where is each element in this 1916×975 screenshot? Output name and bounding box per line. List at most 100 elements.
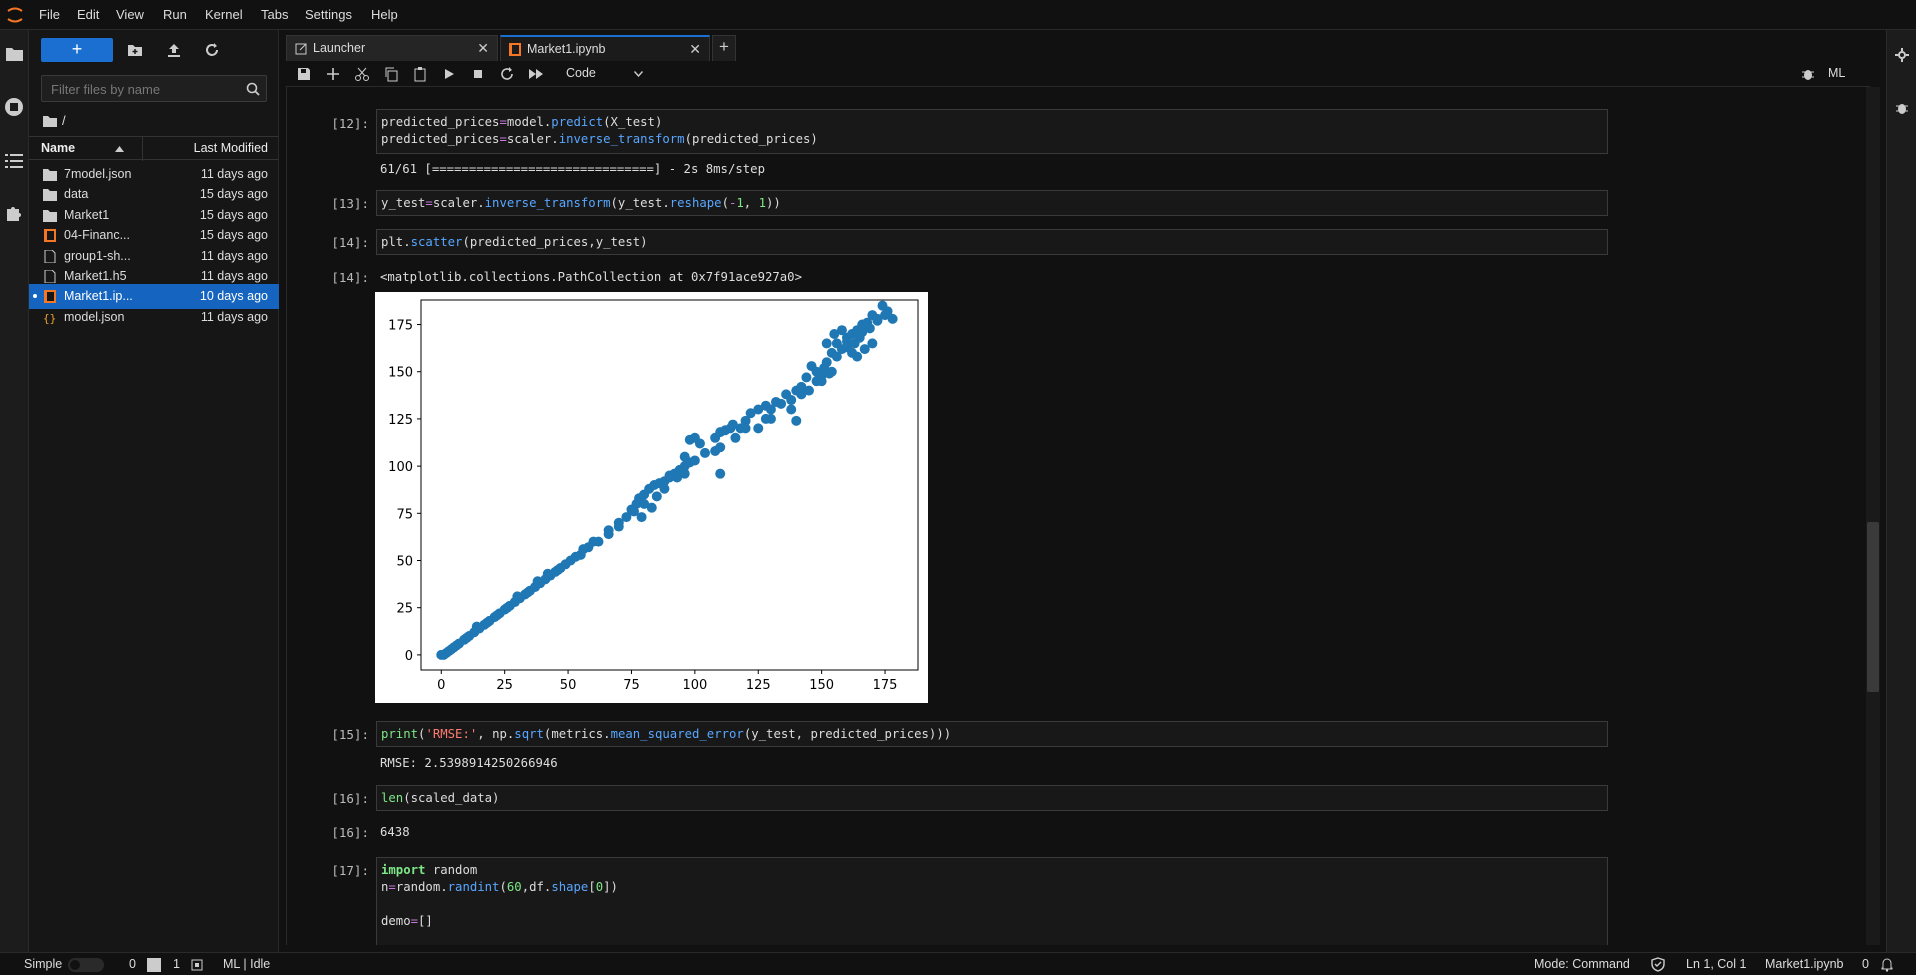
y-tick-label: 0 xyxy=(405,649,413,664)
scatter-point xyxy=(760,413,771,424)
code-cell-12[interactable]: predicted_prices=model.predict(X_test) p… xyxy=(376,109,1608,154)
menu-file[interactable]: File xyxy=(39,7,60,22)
x-tick-label: 50 xyxy=(560,678,577,693)
file-modified: 10 days ago xyxy=(199,289,268,304)
kernel-status[interactable]: ML | Idle xyxy=(223,957,271,971)
menu-view[interactable]: View xyxy=(116,7,144,22)
notebook-panel: [12]: predicted_prices=model.predict(X_t… xyxy=(286,87,1870,945)
save-icon[interactable] xyxy=(296,66,312,82)
x-tick-label: 150 xyxy=(809,678,834,693)
file-icon xyxy=(44,270,56,283)
file-name: Market1.ip... xyxy=(64,289,133,304)
menu-settings[interactable]: Settings xyxy=(305,7,352,22)
x-tick-label: 75 xyxy=(623,678,640,693)
scrollbar-thumb[interactable] xyxy=(1867,522,1879,692)
scatter-point xyxy=(864,323,875,334)
file-filter-search[interactable]: Filter files by name xyxy=(41,75,267,102)
scatter-point xyxy=(636,512,647,523)
insert-cell-icon[interactable] xyxy=(325,66,341,82)
file-row[interactable]: 7model.json 11 days ago xyxy=(29,162,279,187)
menu-tabs[interactable]: Tabs xyxy=(261,7,289,22)
copy-icon[interactable] xyxy=(383,66,399,82)
tab-launcher[interactable]: Launcher ✕ xyxy=(286,35,498,61)
close-icon[interactable]: ✕ xyxy=(689,41,701,57)
file-row[interactable]: group1-sh... 11 days ago xyxy=(29,244,279,269)
file-row[interactable]: 04-Financ... 15 days ago xyxy=(29,223,279,248)
scatter-point xyxy=(730,432,741,443)
cell-type-value: Code xyxy=(566,66,596,80)
restart-run-all-icon[interactable] xyxy=(528,66,544,82)
file-row[interactable]: Market1.ip... 10 days ago xyxy=(29,284,279,310)
x-tick-label: 175 xyxy=(873,678,898,693)
close-icon[interactable]: ✕ xyxy=(477,40,489,56)
debugger-icon[interactable] xyxy=(1894,100,1910,116)
extension-manager-icon[interactable] xyxy=(5,204,23,222)
file-row[interactable]: {} model.json 11 days ago xyxy=(29,305,279,330)
scatter-point xyxy=(659,483,670,494)
scatter-point xyxy=(570,551,581,562)
open-indicator xyxy=(33,294,37,299)
scatter-point xyxy=(745,408,756,419)
y-tick-label: 50 xyxy=(396,555,413,570)
cut-icon[interactable] xyxy=(354,66,370,82)
scatter-point xyxy=(664,470,675,481)
scatter-point xyxy=(689,455,700,466)
scatter-point xyxy=(852,351,863,362)
code-cell-14[interactable]: plt.scatter(predicted_prices,y_test) xyxy=(376,229,1608,255)
terminal-icon xyxy=(147,958,161,972)
simple-mode-toggle[interactable] xyxy=(68,958,104,972)
file-row[interactable]: data 15 days ago xyxy=(29,182,279,207)
scatter-point xyxy=(502,602,513,613)
scatter-point xyxy=(791,415,802,426)
kernel-name[interactable]: ML xyxy=(1828,66,1846,80)
notebook-scrollbar[interactable] xyxy=(1866,87,1880,945)
paste-icon[interactable] xyxy=(412,66,428,82)
scatter-point xyxy=(821,338,832,349)
upload-icon[interactable] xyxy=(166,42,182,58)
file-modified: 15 days ago xyxy=(199,228,268,243)
file-row[interactable]: Market1 15 days ago xyxy=(29,203,279,228)
run-icon[interactable] xyxy=(441,66,457,82)
status-bar: Simple 0 1 ML | Idle Mode: Command Ln 1,… xyxy=(0,952,1916,975)
tab-market1-notebook[interactable]: Market1.ipynb ✕ xyxy=(500,35,710,61)
new-tab-button[interactable]: + xyxy=(712,35,736,61)
notification-count[interactable]: 0 xyxy=(1862,957,1869,971)
code-cell-13[interactable]: y_test=scaler.inverse_transform(y_test.r… xyxy=(376,190,1608,216)
scatter-point xyxy=(552,564,563,575)
menu-kernel[interactable]: Kernel xyxy=(205,7,243,22)
breadcrumb-root[interactable]: / xyxy=(62,113,66,128)
table-of-contents-icon[interactable] xyxy=(5,154,23,168)
y-tick-label: 125 xyxy=(388,413,413,428)
file-modified: 11 days ago xyxy=(200,309,268,324)
scatter-point xyxy=(796,381,807,392)
running-kernels-icon[interactable] xyxy=(4,97,24,117)
kernel-count[interactable]: 1 xyxy=(173,957,180,971)
new-launcher-button[interactable]: + xyxy=(41,38,113,62)
code-cell-17[interactable]: import random n=random.randint(60,df.sha… xyxy=(376,857,1608,945)
property-inspector-icon[interactable] xyxy=(1894,47,1910,63)
bell-icon[interactable] xyxy=(1880,957,1894,972)
scatter-point xyxy=(776,398,787,409)
code-cell-15[interactable]: print('RMSE:', np.sqrt(metrics.mean_squa… xyxy=(376,721,1608,747)
menu-help[interactable]: Help xyxy=(371,7,398,22)
refresh-icon[interactable] xyxy=(204,42,220,58)
y-tick-label: 75 xyxy=(396,507,413,522)
scatter-point xyxy=(512,591,523,602)
y-tick-label: 175 xyxy=(388,319,413,334)
stop-icon[interactable] xyxy=(470,66,486,82)
folder-icon[interactable] xyxy=(6,46,23,61)
file-row[interactable]: Market1.h5 11 days ago xyxy=(29,264,279,289)
terminal-count[interactable]: 0 xyxy=(129,957,136,971)
column-last-modified[interactable]: Last Modified xyxy=(193,141,268,155)
debugger-icon[interactable] xyxy=(1800,66,1816,82)
restart-icon[interactable] xyxy=(499,66,515,82)
file-modified: 11 days ago xyxy=(200,248,268,263)
menu-edit[interactable]: Edit xyxy=(77,7,100,22)
scatter-point xyxy=(700,447,710,458)
cursor-position[interactable]: Ln 1, Col 1 xyxy=(1686,957,1747,971)
code-cell-16[interactable]: len(scaled_data) xyxy=(376,785,1608,811)
column-name[interactable]: Name xyxy=(41,141,76,155)
new-folder-icon[interactable] xyxy=(127,42,143,58)
cell-type-select[interactable]: Code xyxy=(566,65,646,83)
menu-run[interactable]: Run xyxy=(163,7,187,22)
